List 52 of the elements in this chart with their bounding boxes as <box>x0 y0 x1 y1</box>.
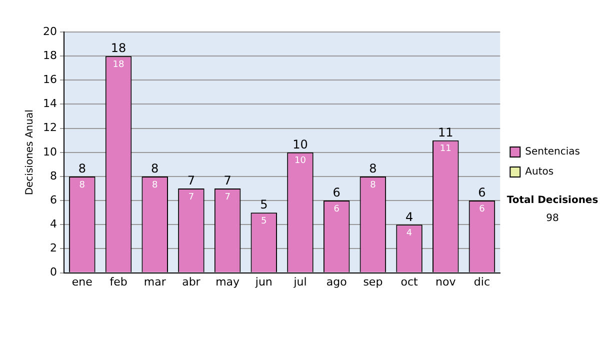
data-label: 6 <box>479 204 486 214</box>
data-label: 8 <box>152 180 158 190</box>
x-tick-label: mar <box>144 275 166 288</box>
x-tick-label: may <box>216 275 240 288</box>
y-tick-label: 10 <box>42 145 57 158</box>
total-label: 11 <box>438 125 454 140</box>
x-tick-label: jun <box>254 275 272 288</box>
x-tick-label: sep <box>363 275 383 288</box>
data-label: 4 <box>406 228 412 238</box>
data-label: 7 <box>188 192 194 202</box>
x-tick-label: jul <box>292 275 307 288</box>
y-tick-label: 6 <box>50 193 57 206</box>
y-axis-title: Decisiones Anual <box>24 110 36 196</box>
total-label: 8 <box>369 162 377 176</box>
total-label: 8 <box>78 162 86 176</box>
total-label: 6 <box>478 186 486 200</box>
y-tick-label: 16 <box>42 73 57 86</box>
x-tick-label: feb <box>110 275 128 288</box>
text: Total Decisiones <box>506 195 600 206</box>
y-tick-label: 8 <box>50 169 57 182</box>
data-label: 8 <box>79 180 86 190</box>
y-tick-label: 18 <box>42 48 57 62</box>
total-label: 10 <box>292 138 308 152</box>
x-tick-label: nov <box>436 275 456 288</box>
y-tick-label: 4 <box>50 218 57 230</box>
x-tick-label: oct <box>400 275 419 288</box>
y-tick-label: 20 <box>42 24 57 38</box>
text: 98 <box>545 213 560 224</box>
y-tick-label: 2 <box>50 242 57 255</box>
legend-label: Sentencias <box>525 146 580 158</box>
y-tick-label: 14 <box>42 97 57 110</box>
data-label: 10 <box>294 156 306 166</box>
data-label: 5 <box>261 216 267 226</box>
total-label: 7 <box>187 174 196 188</box>
total-label: 5 <box>260 198 268 212</box>
data-label: 6 <box>334 204 340 214</box>
total-label: 18 <box>110 41 126 56</box>
x-tick-label: ago <box>326 275 348 288</box>
total-label: 4 <box>405 210 414 224</box>
total-label: 8 <box>151 162 159 176</box>
y-tick-label: 0 <box>50 266 57 279</box>
x-tick-label: ene <box>72 275 93 288</box>
x-tick-label: abr <box>182 275 201 288</box>
total-label: 6 <box>332 186 340 200</box>
y-tick-label: 12 <box>42 121 57 134</box>
data-label: 7 <box>224 192 230 202</box>
total-label: 7 <box>224 174 232 188</box>
data-label: 18 <box>112 60 125 70</box>
legend-label: Autos <box>525 166 554 178</box>
data-label: 8 <box>370 180 376 190</box>
data-label: 11 <box>440 144 452 154</box>
x-tick-label: dic <box>474 275 490 288</box>
